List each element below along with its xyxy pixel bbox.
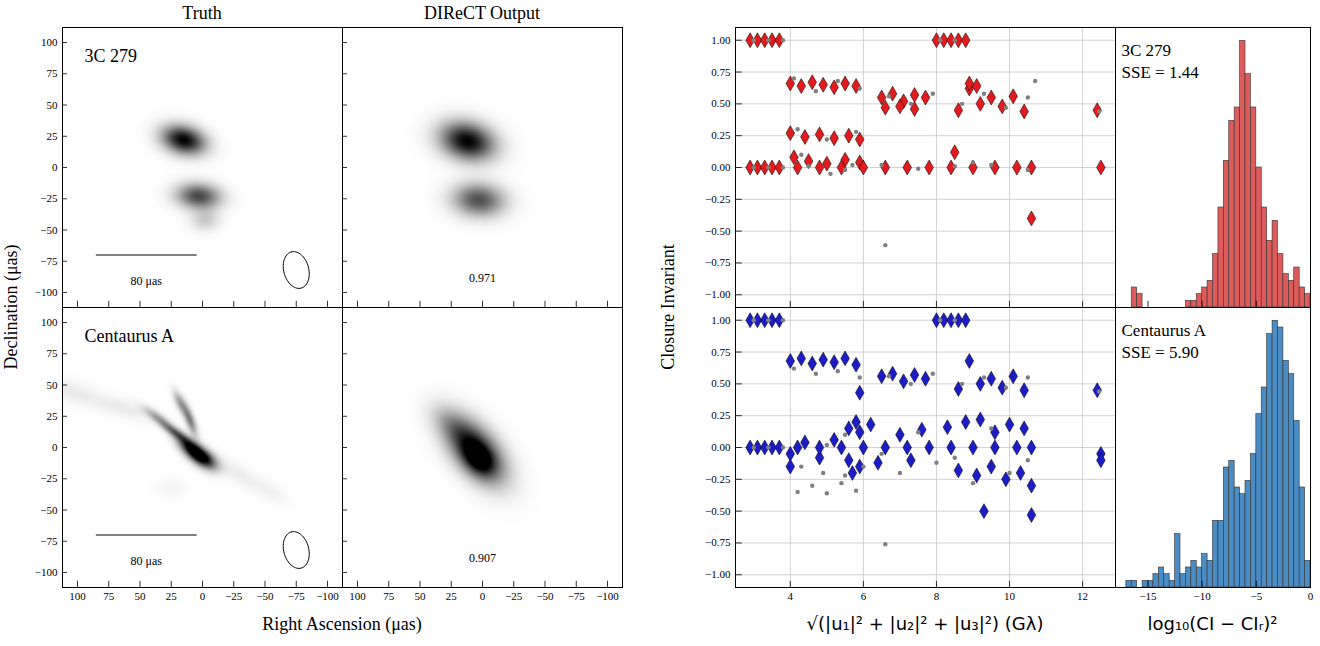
svg-text:−100: −100 [596,590,619,602]
svg-text:12: 12 [1077,590,1088,602]
svg-text:3C 279: 3C 279 [85,46,138,66]
svg-text:0: 0 [480,590,486,602]
svg-text:100: 100 [349,590,366,602]
svg-text:25: 25 [166,590,178,602]
svg-text:3C 279: 3C 279 [1122,41,1172,60]
svg-text:75: 75 [103,590,115,602]
svg-text:100: 100 [41,316,58,328]
svg-text:1.00: 1.00 [711,314,731,326]
svg-text:75: 75 [383,590,395,602]
svg-text:−0.50: −0.50 [705,225,731,237]
svg-text:25: 25 [47,410,59,422]
html-text:√(|u₁|² + |u₂|² + |u₃|²) (Gλ): √(|u₁|² + |u₂|² + |u₃|²) (Gλ) [806,613,1044,634]
svg-text:0.25: 0.25 [711,409,731,421]
html-text:log₁₀(CI − CIᵣ)²: log₁₀(CI − CIᵣ)² [1147,613,1278,634]
svg-text:75: 75 [47,347,59,359]
svg-text:0: 0 [52,441,58,453]
svg-text:0: 0 [52,161,58,173]
svg-text:0: 0 [200,590,206,602]
svg-text:50: 50 [47,99,59,111]
svg-text:0: 0 [1308,590,1314,602]
svg-text:80 μas: 80 μas [131,274,163,288]
html-text:Truth: Truth [182,3,222,23]
svg-text:SSE = 5.90: SSE = 5.90 [1122,343,1199,362]
svg-text:0.00: 0.00 [711,441,731,453]
svg-text:10: 10 [1004,590,1016,602]
svg-text:50: 50 [47,379,59,391]
svg-text:6: 6 [861,590,867,602]
svg-text:−0.50: −0.50 [705,505,731,517]
html-text:Closure Invariant: Closure Invariant [658,244,678,370]
svg-text:−1.00: −1.00 [705,568,731,580]
svg-text:−0.25: −0.25 [705,473,731,485]
svg-text:−25: −25 [505,590,523,602]
svg-text:0.50: 0.50 [711,377,731,389]
svg-text:−5: −5 [1250,590,1262,602]
svg-text:−75: −75 [40,255,58,267]
svg-text:−100: −100 [35,566,58,578]
svg-text:−0.25: −0.25 [705,193,731,205]
svg-text:−50: −50 [40,504,58,516]
svg-text:−100: −100 [35,286,58,298]
svg-text:4: 4 [788,590,794,602]
svg-text:−1.00: −1.00 [705,288,731,300]
svg-text:−50: −50 [256,590,274,602]
svg-text:0.75: 0.75 [711,66,731,78]
svg-text:0.75: 0.75 [711,346,731,358]
svg-text:0.907: 0.907 [469,551,496,565]
svg-text:80 μas: 80 μas [131,554,163,568]
svg-text:SSE = 1.44: SSE = 1.44 [1122,63,1200,82]
svg-text:−15: −15 [1139,590,1157,602]
svg-text:8: 8 [934,590,940,602]
svg-text:−0.75: −0.75 [705,256,731,268]
svg-text:−25: −25 [40,472,58,484]
html-text:Right Ascension (μas): Right Ascension (μas) [262,614,422,634]
svg-text:Centaurus A: Centaurus A [1122,321,1207,340]
svg-text:50: 50 [415,590,427,602]
svg-text:25: 25 [47,130,59,142]
html-text:Declination (μas): Declination (μas) [1,244,21,370]
svg-text:1.00: 1.00 [711,34,731,46]
svg-text:0.00: 0.00 [711,161,731,173]
svg-text:0.971: 0.971 [469,271,496,285]
svg-text:−75: −75 [40,535,58,547]
svg-text:−25: −25 [40,192,58,204]
svg-text:−10: −10 [1194,590,1212,602]
svg-text:−75: −75 [568,590,586,602]
svg-text:50: 50 [135,590,147,602]
svg-text:100: 100 [41,36,58,48]
svg-text:25: 25 [446,590,458,602]
svg-text:−75: −75 [288,590,306,602]
svg-text:Centaurus A: Centaurus A [85,326,175,346]
svg-text:−25: −25 [225,590,243,602]
html-text:DIReCT Output: DIReCT Output [423,3,541,23]
svg-text:−0.75: −0.75 [705,536,731,548]
svg-text:−100: −100 [316,590,339,602]
svg-text:−50: −50 [536,590,554,602]
svg-text:0.25: 0.25 [711,129,731,141]
svg-text:0.50: 0.50 [711,97,731,109]
svg-text:100: 100 [69,590,86,602]
svg-text:75: 75 [47,67,59,79]
svg-text:−50: −50 [40,224,58,236]
